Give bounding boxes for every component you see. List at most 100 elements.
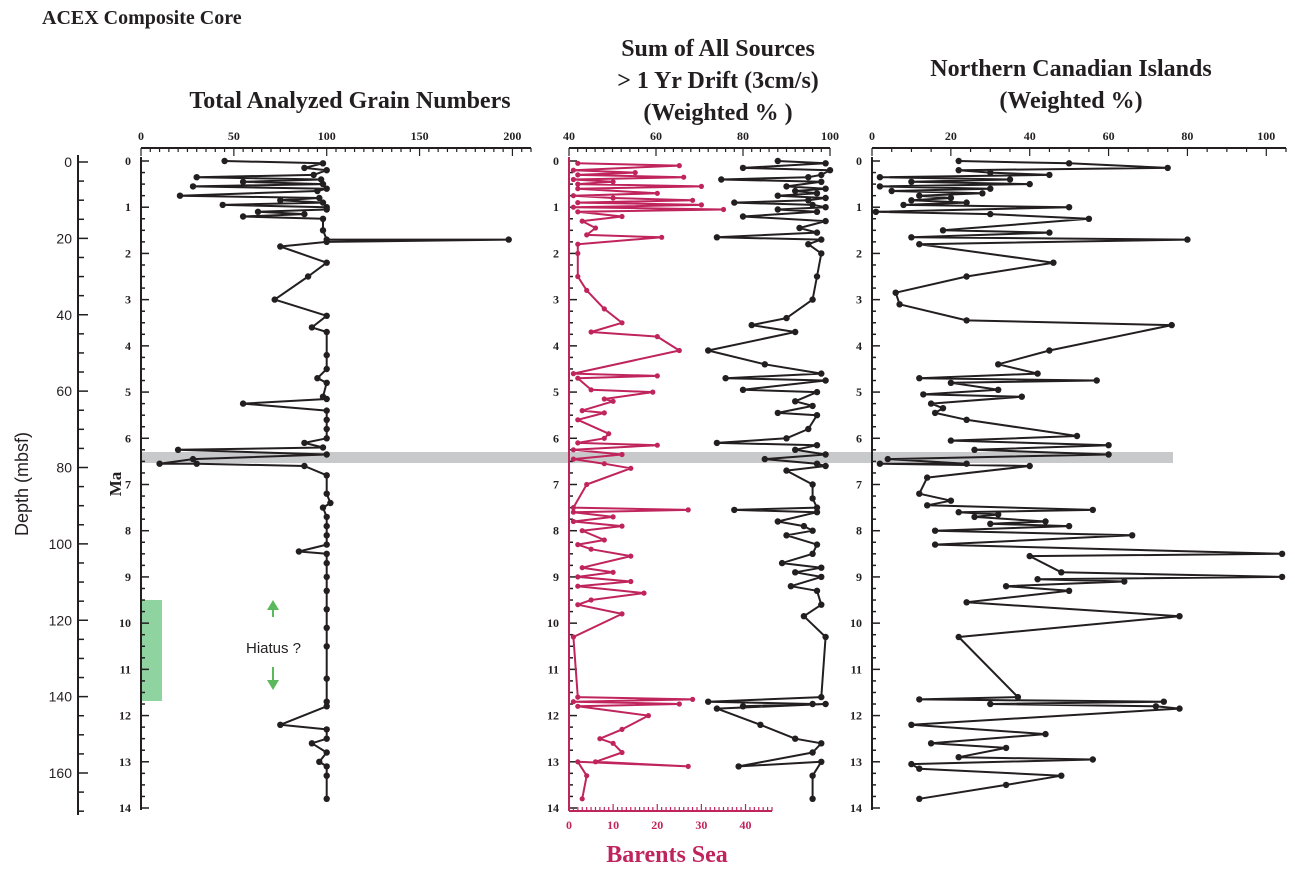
- data-point: [323, 259, 330, 266]
- data-point: [323, 772, 330, 779]
- data-point: [872, 208, 880, 215]
- data-point: [570, 505, 577, 511]
- data-point: [963, 273, 970, 280]
- data-point: [156, 460, 163, 467]
- data-point: [818, 178, 825, 185]
- data-point: [876, 174, 884, 181]
- data-point: [575, 186, 581, 192]
- data-point: [619, 523, 625, 529]
- data-point: [327, 499, 334, 507]
- data-point: [304, 273, 312, 280]
- data-point: [323, 559, 330, 567]
- data-point: [579, 796, 585, 802]
- data-point: [570, 176, 577, 183]
- title-line: (Weighted % ): [643, 100, 792, 126]
- data-point: [584, 481, 590, 488]
- age-tick-label: 9: [856, 570, 862, 584]
- depth-axis: 0 20 40 60 80 100 120 140 160: [49, 154, 88, 815]
- data-point: [323, 541, 330, 548]
- data-point: [809, 201, 816, 209]
- data-point: [319, 215, 327, 222]
- age-tick-label: 0: [856, 154, 862, 168]
- barents-sea-label: Barents Sea: [606, 842, 728, 868]
- data-point: [822, 185, 829, 192]
- data-point: [575, 200, 581, 206]
- data-point: [323, 749, 330, 756]
- age-tick-label: 0: [553, 154, 559, 168]
- data-point: [916, 795, 923, 802]
- age-tick-label: 13: [547, 755, 559, 769]
- data-point: [822, 462, 829, 470]
- data-point: [570, 456, 577, 462]
- age-tick-label: 10: [119, 616, 131, 630]
- data-point: [584, 232, 590, 238]
- data-point: [323, 435, 330, 442]
- data-point: [570, 204, 577, 210]
- data-point: [698, 183, 705, 189]
- data-point: [189, 183, 197, 190]
- data-point: [193, 174, 200, 181]
- data-point: [792, 569, 799, 576]
- data-point: [783, 314, 790, 322]
- data-point: [610, 179, 616, 185]
- data-point: [1152, 703, 1160, 710]
- data-point: [323, 238, 330, 246]
- age-tick-label: 14: [850, 801, 862, 815]
- data-point: [277, 721, 284, 728]
- data-point: [924, 502, 931, 509]
- data-point: [739, 703, 747, 710]
- data-point: [601, 537, 607, 543]
- data-point: [575, 759, 581, 765]
- data-point: [654, 373, 660, 379]
- data-point: [628, 578, 634, 585]
- data-point: [813, 229, 821, 236]
- data-point: [916, 765, 923, 772]
- data-point: [628, 553, 634, 559]
- data-point: [588, 597, 594, 603]
- age-tick-label: 8: [553, 524, 559, 538]
- data-point: [575, 703, 581, 709]
- data-point: [813, 412, 821, 419]
- title-line: (Weighted %): [999, 88, 1142, 114]
- age-tick-label: 4: [553, 339, 559, 353]
- data-point: [1065, 587, 1073, 594]
- data-point: [809, 527, 816, 534]
- data-point: [792, 328, 799, 336]
- data-point: [809, 495, 816, 502]
- age-tick-label: 5: [553, 385, 559, 399]
- data-point: [308, 740, 316, 747]
- data-point: [319, 199, 327, 206]
- data-point: [323, 351, 330, 359]
- data-point: [876, 183, 884, 190]
- age-tick-label: 2: [553, 246, 559, 260]
- data-point: [927, 740, 935, 747]
- data-point: [995, 386, 1002, 393]
- data-point: [193, 460, 200, 467]
- data-point: [575, 160, 581, 166]
- data-point: [720, 206, 727, 213]
- data-point: [884, 455, 891, 463]
- data-point: [319, 160, 327, 167]
- data-point: [323, 643, 330, 650]
- age-tick-label: 13: [119, 755, 131, 769]
- data-point: [1168, 321, 1175, 329]
- data-point: [1093, 377, 1100, 384]
- data-point: [610, 195, 616, 201]
- data-point: [1105, 451, 1112, 458]
- data-point: [676, 163, 682, 169]
- data-point: [1034, 576, 1041, 583]
- data-point: [1089, 756, 1097, 763]
- data-point: [505, 236, 512, 243]
- data-point: [323, 472, 330, 479]
- data-point: [713, 705, 721, 712]
- data-point: [681, 174, 687, 180]
- data-point: [826, 167, 834, 174]
- top-tick-label: 20: [945, 129, 957, 143]
- data-point: [319, 180, 327, 188]
- data-point: [739, 164, 747, 172]
- data-point: [1089, 506, 1097, 514]
- data-point: [813, 460, 821, 467]
- data-point: [876, 460, 884, 467]
- data-point: [896, 301, 903, 308]
- data-point: [947, 437, 955, 444]
